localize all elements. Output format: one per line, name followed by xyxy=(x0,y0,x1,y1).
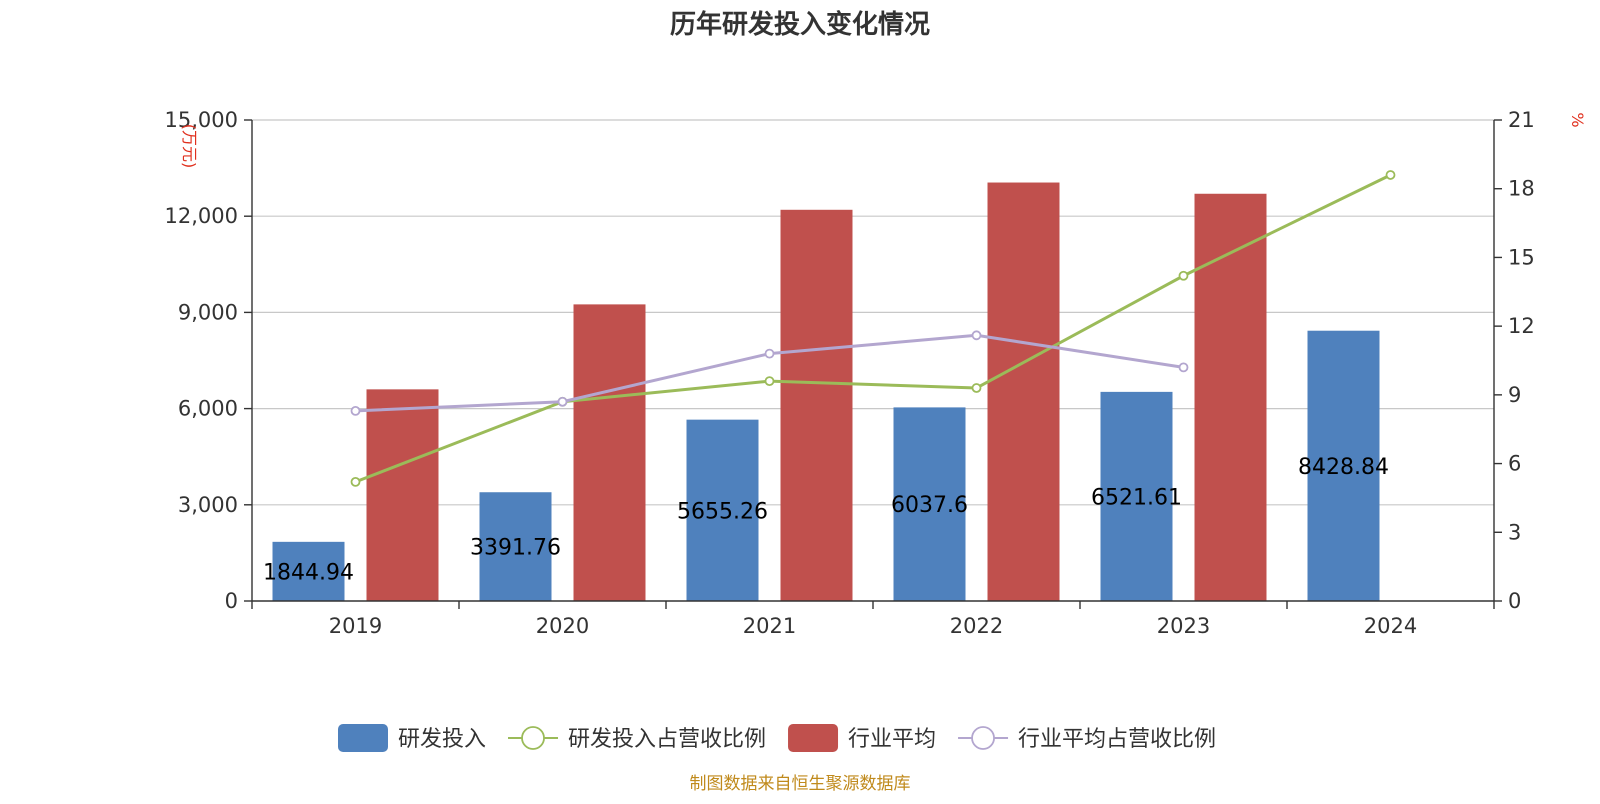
bar-rd-investment xyxy=(479,492,552,601)
left-axis-tick-label: 12,000 xyxy=(165,204,238,228)
data-labels: 1844.94 3391.76 5655.26 6037.6 6521.61 8428.8… xyxy=(263,455,1389,586)
point-rd-ratio xyxy=(764,376,775,387)
legend: 研发投入 研发投入占营收比例 行业平均 行业平均占营收比例 xyxy=(338,724,1216,752)
right-axis-tick-label: 12 xyxy=(1508,314,1535,338)
bar-industry-average xyxy=(780,209,853,601)
bars xyxy=(272,182,1380,601)
point-rd-ratio xyxy=(971,383,982,393)
x-axis-tick-label: 2022 xyxy=(950,614,1003,638)
right-axis-tick-label: 9 xyxy=(1508,383,1521,407)
data-label-rd-investment: 8428.84 xyxy=(1298,455,1389,480)
legend-label: 研发投入占营收比例 xyxy=(568,727,766,752)
bar-rd-investment xyxy=(893,407,966,601)
legend-label: 研发投入 xyxy=(398,727,486,752)
legend-swatch xyxy=(338,724,388,752)
right-axis-tick-label: 18 xyxy=(1508,177,1535,201)
legend-marker xyxy=(521,726,545,750)
x-axis-tick-label: 2020 xyxy=(536,614,589,638)
bar-industry-average xyxy=(573,304,646,601)
bar-rd-investment xyxy=(686,419,759,601)
point-industry-ratio xyxy=(557,396,568,407)
chart-title: 历年研发投入变化情况 xyxy=(670,9,930,40)
right-axis-tick-label: 15 xyxy=(1508,245,1535,269)
bar-industry-average xyxy=(1194,193,1267,601)
x-axis-tick-label: 2023 xyxy=(1157,614,1210,638)
point-industry-ratio xyxy=(764,348,775,359)
line-series xyxy=(350,170,1396,487)
data-label-rd-investment: 5655.26 xyxy=(677,499,768,524)
data-label-rd-investment: 3391.76 xyxy=(470,536,561,561)
axes: 0 3,000 6,000 9,000 12,000 15,000 0 3 6 9 12 15 18 21… xyxy=(165,108,1535,638)
bar-rd-investment xyxy=(272,541,345,601)
left-axis-tick-label: 3,000 xyxy=(178,493,238,517)
legend-label: 行业平均 xyxy=(848,727,936,752)
x-axis-tick-label: 2021 xyxy=(743,614,796,638)
right-axis-unit: % xyxy=(1568,112,1587,127)
right-axis-tick-label: 21 xyxy=(1508,108,1535,132)
left-axis-tick-label: 0 xyxy=(225,589,238,613)
point-rd-ratio xyxy=(1178,270,1189,281)
grid-lines xyxy=(252,119,1494,506)
left-axis-tick-label: 9,000 xyxy=(178,300,238,324)
bar-industry-average xyxy=(366,389,439,601)
x-axis-tick-label: 2024 xyxy=(1364,614,1417,638)
point-rd-ratio xyxy=(350,476,361,487)
point-industry-ratio xyxy=(350,405,361,416)
point-rd-ratio xyxy=(1385,170,1396,180)
bar-rd-investment xyxy=(1100,391,1173,601)
bar-industry-average xyxy=(987,182,1060,601)
point-industry-ratio xyxy=(1178,362,1189,373)
left-axis-tick-label: 15,000 xyxy=(165,108,238,132)
legend-swatch xyxy=(788,724,839,752)
bar-rd-investment xyxy=(1307,330,1380,601)
line-rd-ratio xyxy=(354,173,1392,484)
legend-label: 行业平均占营收比例 xyxy=(1018,727,1216,752)
right-axis-tick-label: 0 xyxy=(1508,589,1521,613)
x-axis-tick-label: 2019 xyxy=(329,614,382,638)
point-industry-ratio xyxy=(971,330,982,341)
data-label-rd-investment: 1844.94 xyxy=(263,560,354,585)
data-label-rd-investment: 6521.61 xyxy=(1091,485,1182,510)
data-label-rd-investment: 6037.6 xyxy=(891,493,968,518)
left-axis-unit: (万元) xyxy=(180,124,199,169)
legend-marker xyxy=(971,726,995,750)
source-note: 制图数据来自恒生聚源数据库 xyxy=(690,774,911,794)
right-axis-tick-label: 6 xyxy=(1508,452,1521,476)
left-axis-tick-label: 6,000 xyxy=(178,397,238,421)
right-axis-tick-label: 3 xyxy=(1508,520,1521,544)
